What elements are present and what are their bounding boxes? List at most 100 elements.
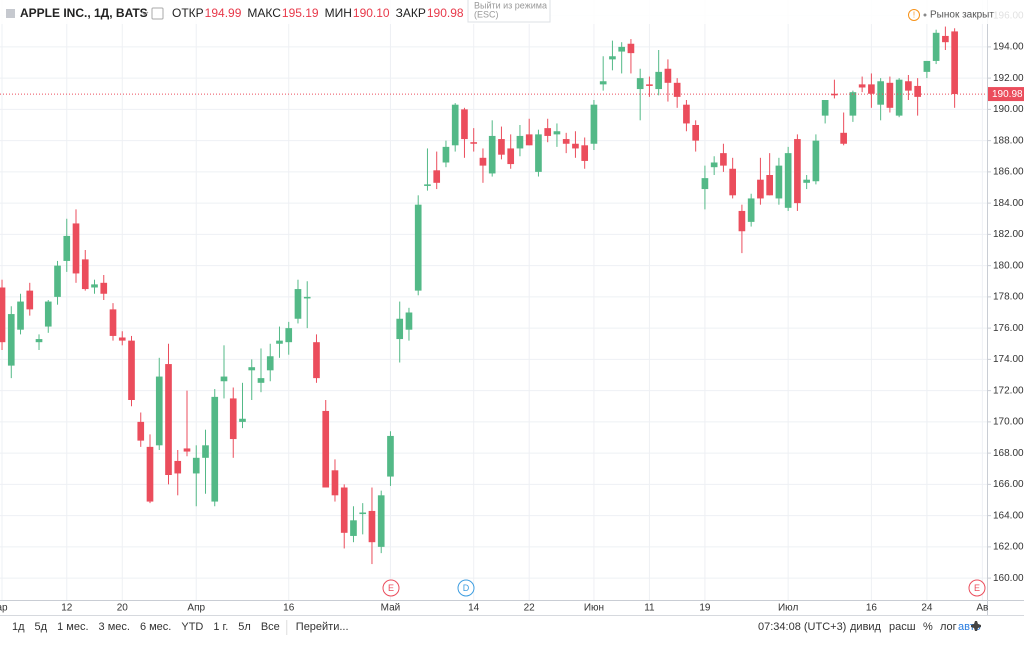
earnings-label[interactable]: E xyxy=(974,583,980,593)
candle-body xyxy=(942,35,949,43)
y-tick-label: 186.00 xyxy=(993,167,1024,178)
x-tick-label: Ав xyxy=(976,603,988,614)
candle-body xyxy=(581,145,589,161)
option-button[interactable]: лог xyxy=(940,621,957,633)
candle-body xyxy=(72,223,80,274)
ohlc-fields: ОТКР 194.99 МАКС 195.19 МИН 190.10 ЗАКР 190.98 xyxy=(172,6,464,20)
candle-body xyxy=(498,139,505,155)
candle-body xyxy=(923,60,931,72)
candle-body xyxy=(17,301,24,330)
toolbar: 1д 5д 1 мес. 3 мес. 6 мес. YTD 1 г. 5л Все Перейт… xyxy=(12,620,981,635)
y-tick-label: 172.00 xyxy=(993,385,1024,396)
y-tick-label: 168.00 xyxy=(993,448,1024,459)
exit-mode-key[interactable]: (ESC) xyxy=(474,9,499,19)
dividend-marker[interactable] xyxy=(457,579,475,597)
field-label: МИН xyxy=(325,6,352,20)
x-tick-label: 11 xyxy=(644,603,655,614)
x-tick-label: 20 xyxy=(117,603,129,614)
candle-body xyxy=(387,435,394,477)
range-button[interactable]: 1 г. xyxy=(213,621,228,633)
candle-body xyxy=(488,135,496,174)
option-button[interactable]: % xyxy=(923,621,933,633)
candle-body xyxy=(331,470,339,496)
candle-body xyxy=(396,318,404,340)
candle-body xyxy=(747,198,755,222)
candle-body xyxy=(840,132,847,144)
candle-body xyxy=(44,301,52,327)
candle-body xyxy=(757,179,764,199)
candle-body xyxy=(165,364,172,475)
goto-button[interactable]: Перейти... xyxy=(296,621,349,633)
candle-body xyxy=(303,296,311,299)
range-button[interactable]: 1 мес. xyxy=(57,621,88,633)
candle-body xyxy=(174,460,182,474)
symbol-dropdown[interactable] xyxy=(141,11,149,16)
range-button[interactable]: 1д xyxy=(12,621,25,633)
candle-body xyxy=(720,153,727,166)
plot xyxy=(0,26,987,565)
candle-body xyxy=(211,396,219,502)
candle-body xyxy=(368,510,376,543)
candle-body xyxy=(951,31,958,95)
candle-body xyxy=(433,170,441,183)
candle-body xyxy=(627,43,635,54)
candle-body xyxy=(766,175,773,196)
range-button[interactable]: Все xyxy=(261,621,280,633)
option-button[interactable]: расш xyxy=(889,621,916,633)
candle-body xyxy=(692,125,699,141)
candle-body xyxy=(26,290,34,310)
candle-body xyxy=(128,340,135,400)
range-button[interactable]: YTD xyxy=(181,621,203,633)
field-label: МАКС xyxy=(247,6,281,20)
x-tick-label: 24 xyxy=(921,603,933,614)
candle-body xyxy=(109,309,117,336)
candle-body xyxy=(886,82,894,108)
compare-icon[interactable] xyxy=(151,7,164,20)
dividend-label[interactable]: D xyxy=(463,583,470,593)
grid xyxy=(0,0,987,600)
candle-body xyxy=(276,340,283,344)
range-button[interactable]: 5д xyxy=(35,621,48,633)
x-tick-label: Июн xyxy=(584,603,604,614)
candle-body xyxy=(239,418,246,422)
axes: 160.00 162.00 164.00 166.00 168.00 170.00 172.… xyxy=(0,10,1024,614)
y-tick-label: 194.00 xyxy=(993,42,1024,53)
candle-body xyxy=(849,92,857,116)
option-button[interactable]: дивид xyxy=(850,621,882,633)
y-tick-label: 178.00 xyxy=(993,292,1024,303)
status-dot xyxy=(923,13,927,17)
candle-body xyxy=(599,81,607,85)
y-tick-label: 160.00 xyxy=(993,573,1024,584)
candle-body xyxy=(183,448,191,452)
candle-body xyxy=(63,235,71,261)
symbol[interactable]: APPLE INC., 1Д, BATS xyxy=(20,6,148,20)
candle-body xyxy=(812,140,820,182)
candle-body xyxy=(544,128,552,136)
candle-body xyxy=(507,148,515,165)
candle-body xyxy=(313,342,320,379)
range-button[interactable]: 5л xyxy=(238,621,251,633)
candle-body xyxy=(100,282,108,294)
settings-icon[interactable] xyxy=(971,621,981,631)
candle-body xyxy=(137,421,145,441)
earnings-label[interactable]: E xyxy=(388,583,394,593)
range-button[interactable]: 6 мес. xyxy=(140,621,171,633)
candle-body xyxy=(451,104,459,146)
candle-body xyxy=(738,210,746,232)
range-button[interactable]: 3 мес. xyxy=(99,621,130,633)
candle-body xyxy=(525,134,533,146)
x-tick-label: 12 xyxy=(61,603,73,614)
candle-body xyxy=(229,398,237,440)
status-icon-mark: ! xyxy=(913,11,915,20)
candle-body xyxy=(932,32,940,61)
earnings-marker[interactable] xyxy=(968,579,986,597)
candle-body xyxy=(701,178,709,190)
exit-mode[interactable]: Выйти из режима xyxy=(474,0,547,10)
candle-body xyxy=(794,139,801,204)
exit-mode-box[interactable] xyxy=(467,0,551,23)
candle-body xyxy=(146,446,154,502)
status-icon xyxy=(908,9,920,21)
earnings-marker[interactable] xyxy=(382,579,400,597)
candle-body xyxy=(877,81,884,105)
